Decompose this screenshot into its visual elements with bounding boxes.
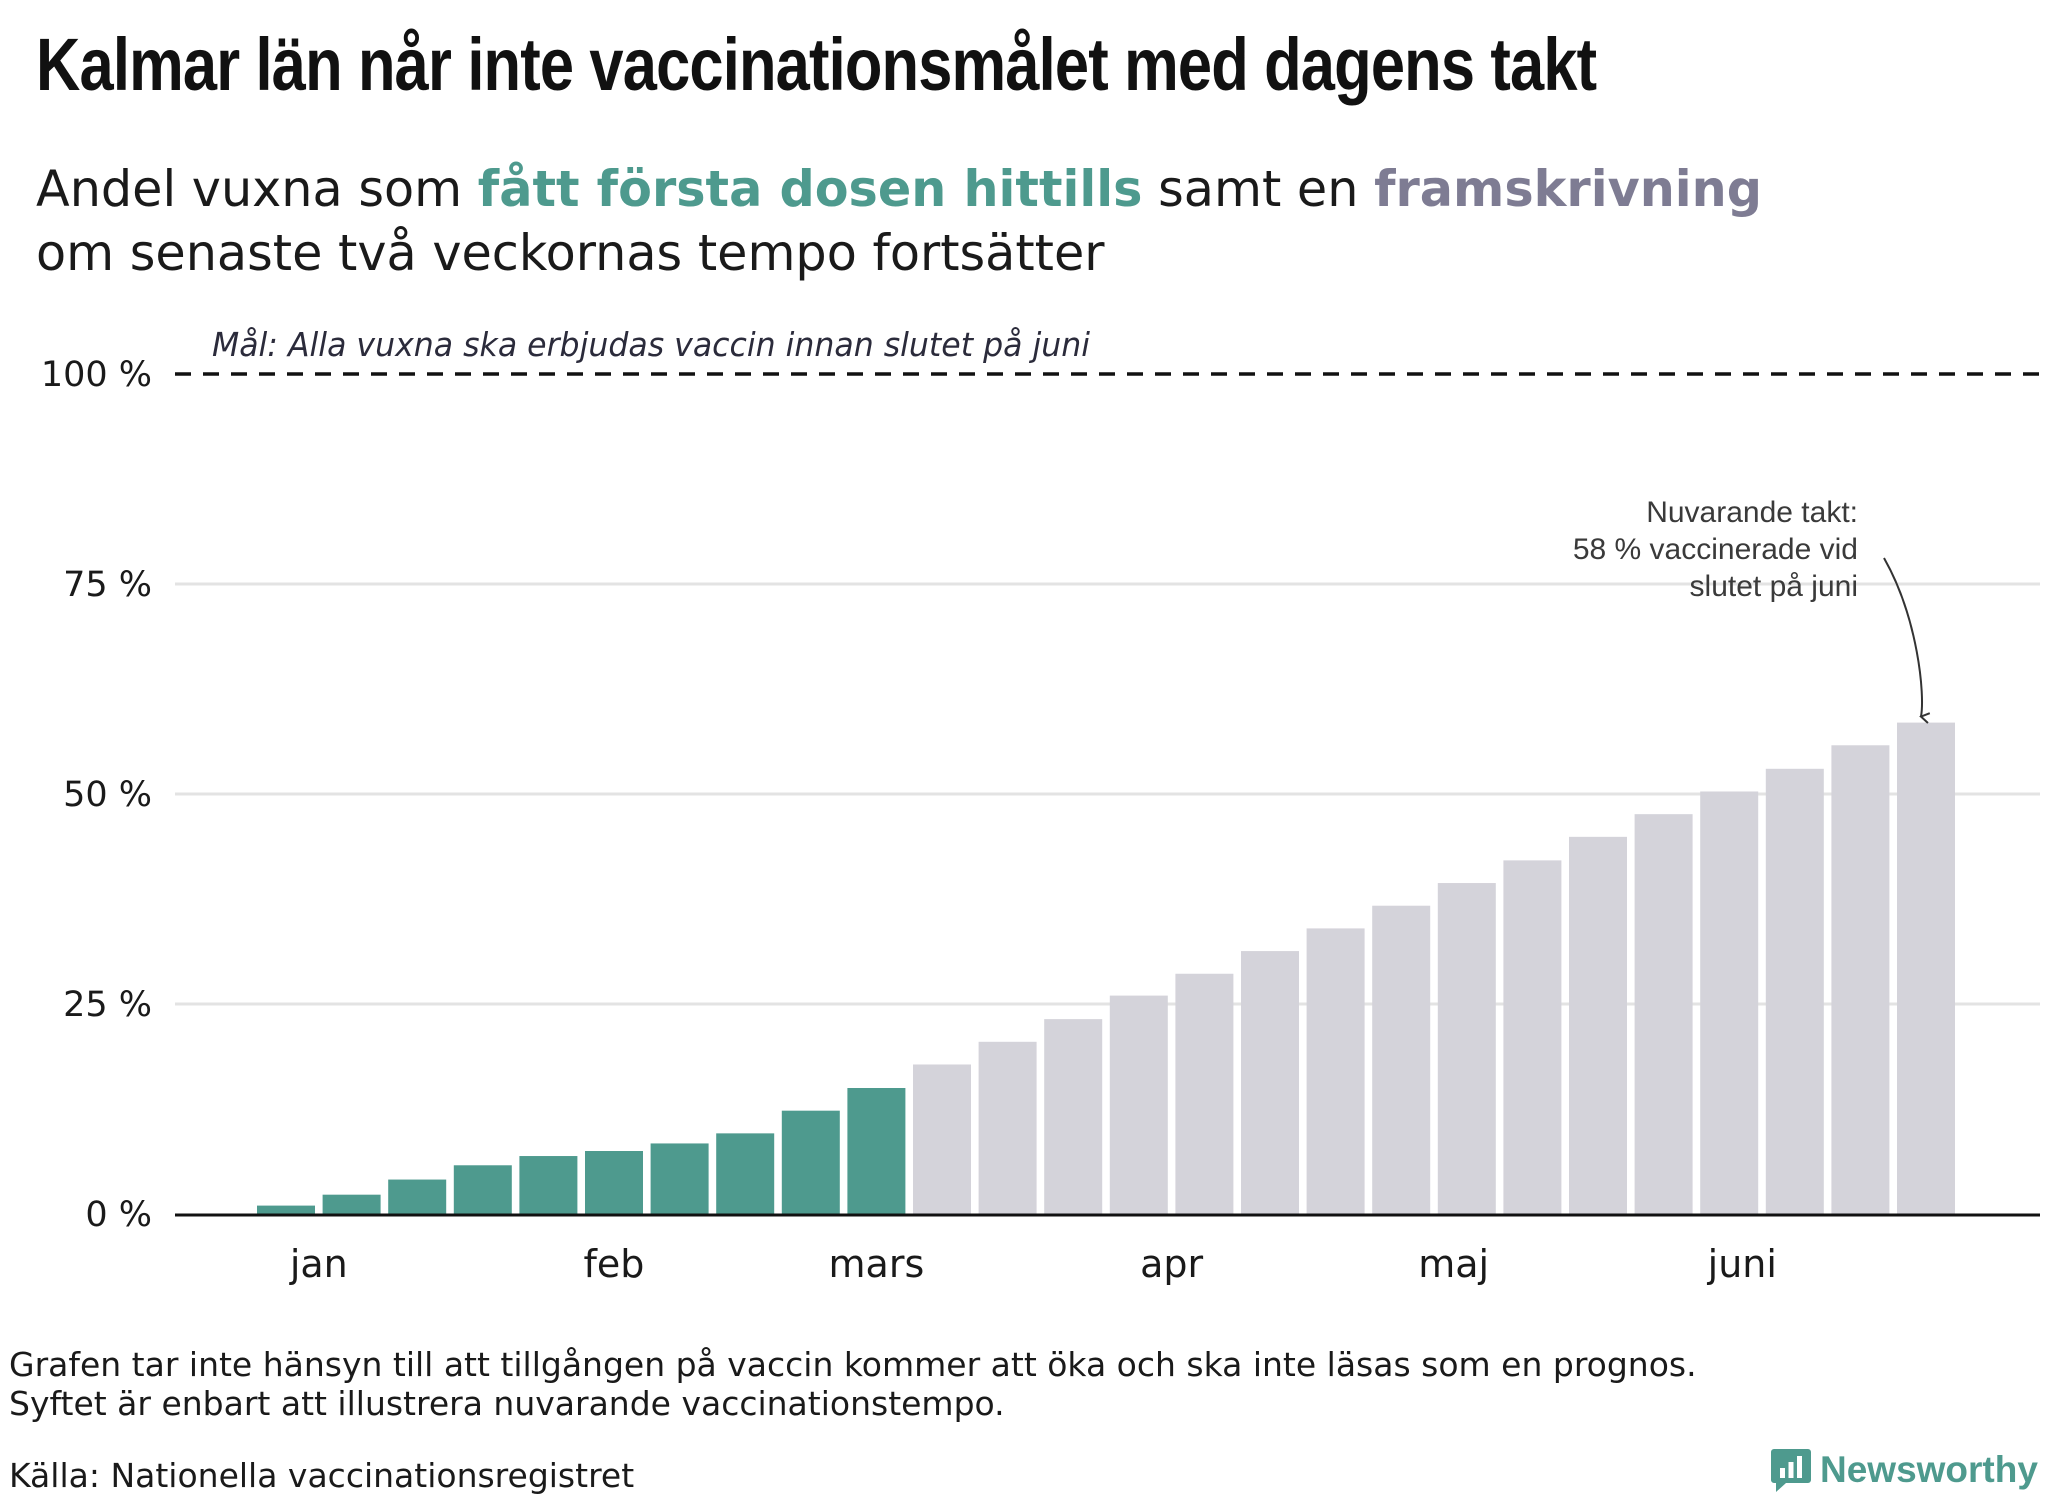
x-month-label-jan: jan xyxy=(289,1242,348,1286)
chart-title: Kalmar län når inte vaccinationsmålet me… xyxy=(36,23,1597,106)
subtitle-highlight-projection: framskrivning xyxy=(1374,160,1762,218)
bar-projection-26 xyxy=(1897,722,1955,1214)
y-tick-label-75: 75 % xyxy=(63,565,152,605)
bar-actual-7 xyxy=(650,1143,709,1214)
bar-projection-16 xyxy=(1241,951,1299,1214)
annotation-arrow xyxy=(1883,557,1931,724)
bar-actual-9 xyxy=(781,1110,840,1214)
goal-label: Mål: Alla vuxna ska erbjudas vaccin inna… xyxy=(212,325,1090,364)
y-tick-label-100: 100 % xyxy=(41,355,152,395)
x-month-label-feb: feb xyxy=(584,1242,645,1286)
bar-projection-17 xyxy=(1306,928,1365,1214)
source-note: Källa: Nationella vaccinationsregistret xyxy=(9,1456,635,1495)
annotation-line-3: slutet på juni xyxy=(1690,570,1858,603)
x-month-label-apr: apr xyxy=(1140,1242,1203,1286)
bar-projection-25 xyxy=(1831,745,1890,1214)
chart-subtitle: Andel vuxna som fått första dosen hittil… xyxy=(36,157,1762,285)
subtitle-text-2: samt en xyxy=(1142,160,1375,218)
brand-logo: Newsworthy xyxy=(1770,1447,2038,1493)
y-tick-label-25: 25 % xyxy=(63,985,152,1025)
bar-projection-15 xyxy=(1175,973,1234,1214)
annotation-line-2: 58 % vaccinerade vid xyxy=(1573,533,1858,566)
newsworthy-chat-bars-icon xyxy=(1771,1449,1811,1492)
subtitle-line-1: Andel vuxna som fått första dosen hittil… xyxy=(36,157,1762,221)
bar-projection-22 xyxy=(1634,814,1693,1214)
bar-projection-14 xyxy=(1109,995,1168,1214)
x-month-label-juni: juni xyxy=(1707,1242,1777,1286)
bar-actual-5 xyxy=(519,1156,578,1214)
bar-actual-10 xyxy=(847,1088,906,1214)
bar-projection-11 xyxy=(913,1064,971,1214)
subtitle-highlight-actual: fått första dosen hittills xyxy=(477,160,1143,218)
subtitle-text-1: Andel vuxna som xyxy=(36,160,478,218)
bar-actual-6 xyxy=(585,1151,643,1214)
y-tick-label-0: 0 % xyxy=(85,1195,152,1235)
x-month-label-maj: maj xyxy=(1418,1242,1489,1286)
footnote: Grafen tar inte hänsyn till att tillgång… xyxy=(9,1345,1697,1423)
footnote-line-1: Grafen tar inte hänsyn till att tillgång… xyxy=(9,1345,1697,1384)
bar-projection-18 xyxy=(1372,905,1431,1214)
bar-actual-3 xyxy=(388,1179,447,1214)
bar-projection-21 xyxy=(1569,836,1627,1214)
bar-actual-1 xyxy=(257,1205,315,1214)
bar-projection-12 xyxy=(978,1041,1037,1214)
bar-projection-19 xyxy=(1437,883,1496,1214)
bar-actual-8 xyxy=(716,1133,775,1214)
x-month-label-mars: mars xyxy=(829,1242,925,1286)
vaccination-bar-chart: 0 % 25 % 50 % 75 % 100 % Mål: Alla vuxna ska … xyxy=(41,325,2040,1286)
y-tick-label-50: 50 % xyxy=(63,775,152,815)
bar-actual-2 xyxy=(322,1194,381,1214)
footnote-line-2: Syftet är enbart att illustrera nuvarand… xyxy=(9,1384,1005,1423)
annotation-line-1: Nuvarande takt: xyxy=(1646,496,1858,529)
bar-projection-23 xyxy=(1700,791,1759,1214)
bar-actual-4 xyxy=(453,1165,512,1214)
subtitle-line-2: om senaste två veckornas tempo fortsätte… xyxy=(36,224,1105,282)
bar-projection-24 xyxy=(1765,768,1824,1214)
bar-projection-13 xyxy=(1044,1019,1103,1214)
brand-name: Newsworthy xyxy=(1820,1449,2038,1490)
bar-projection-20 xyxy=(1503,860,1562,1214)
